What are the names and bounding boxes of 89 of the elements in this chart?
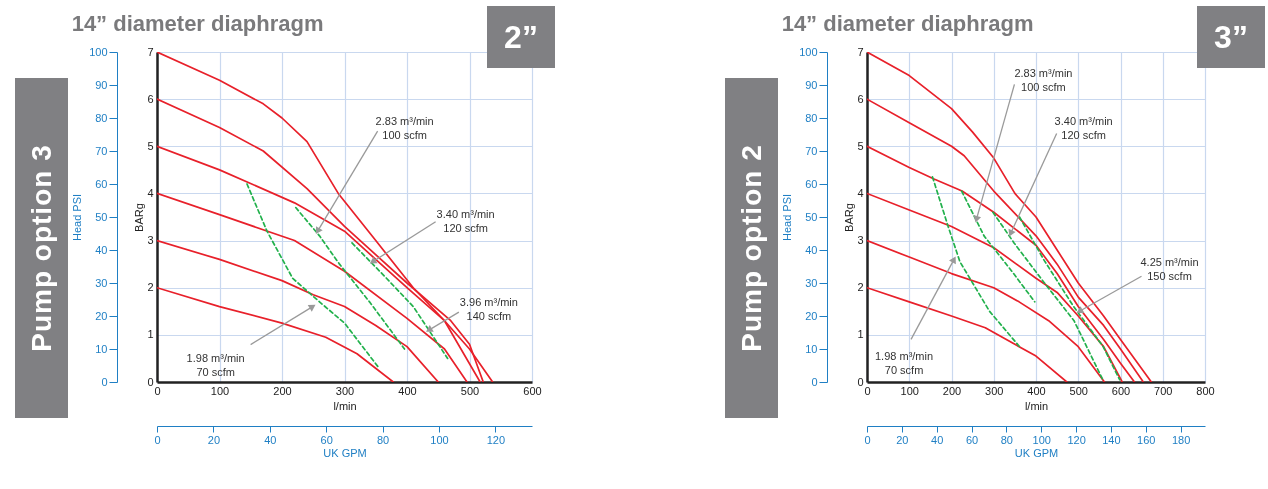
x-tick-label: 300 <box>985 384 1004 397</box>
x2-tick-label: 120 <box>486 433 506 446</box>
y2-tick-label: 20 <box>95 309 108 322</box>
x2-tick-label: 60 <box>320 433 333 446</box>
annotation: 1.98 m³/min 70 scfm <box>875 350 934 377</box>
y2-tick-label: 0 <box>101 375 108 388</box>
x-axis-title: l/min <box>333 399 357 412</box>
y-tick-label: 2 <box>147 281 154 294</box>
x-tick-label: 700 <box>1154 384 1173 397</box>
x-tick-label: 200 <box>273 384 292 397</box>
text: Pump option 3 <box>25 144 58 352</box>
y2-tick-label: 40 <box>805 243 818 256</box>
y2-tick-label: 100 <box>89 45 108 58</box>
x-tick-label: 800 <box>1196 384 1215 397</box>
x-tick-label: 400 <box>398 384 417 397</box>
x2-tick-label: 140 <box>1102 433 1121 446</box>
y-tick-label: 5 <box>857 139 864 152</box>
text: Pump option 2 <box>735 144 768 352</box>
x-tick-label: 500 <box>1069 384 1088 397</box>
y2-tick-label: 60 <box>805 177 818 190</box>
y2-tick-label: 50 <box>95 210 108 223</box>
y2-tick-label: 10 <box>95 342 108 355</box>
y2-tick-label: 10 <box>805 342 818 355</box>
y2-tick-label: 30 <box>805 276 818 289</box>
y-axis-title: BARg <box>133 203 146 232</box>
x2-tick-label: 40 <box>264 433 277 446</box>
x-tick-label: 300 <box>335 384 355 397</box>
x2-tick-label: 100 <box>430 433 449 446</box>
y2-tick-label: 100 <box>799 45 818 58</box>
y-tick-label: 3 <box>147 234 154 247</box>
x2-axis-title: UK GPM <box>1014 446 1059 459</box>
x2-tick-label: 160 <box>1137 433 1156 446</box>
y2-tick-label: 30 <box>95 276 108 289</box>
x2-tick-label: 60 <box>965 433 979 446</box>
y-tick-label: 7 <box>147 45 154 58</box>
chart-subtitle: 3” <box>1197 6 1265 68</box>
chart-subtitle: 2” <box>487 6 555 68</box>
chart-title: 14” diameter diaphragm <box>71 11 324 36</box>
y2-tick-label: 20 <box>805 309 818 322</box>
x2-axis-title: UK GPM <box>323 446 367 459</box>
y-tick-label: 1 <box>147 328 154 341</box>
annotation: 3.96 m³/min 140 scfm <box>459 296 518 323</box>
y-tick-label: 4 <box>857 186 864 199</box>
y-tick-label: 4 <box>147 186 154 199</box>
y2-axis-title: Head PSI <box>71 193 84 242</box>
chart-title: 14” diameter diaphragm <box>781 11 1034 36</box>
y2-tick-label: 70 <box>95 144 108 157</box>
x-tick-label: 100 <box>210 384 230 397</box>
y-tick-label: 5 <box>147 139 154 152</box>
y2-tick-label: 90 <box>805 78 818 91</box>
annotation: 2.83 m³/min 100 scfm <box>1014 67 1073 94</box>
x2-tick-label: 20 <box>207 433 221 446</box>
x-tick-label: 400 <box>1027 384 1046 397</box>
y2-tick-label: 80 <box>805 111 818 124</box>
y2-tick-label: 40 <box>95 243 108 256</box>
x-tick-label: 600 <box>523 384 542 397</box>
x2-tick-label: 80 <box>1000 433 1014 446</box>
annotation: 2.83 m³/min 100 scfm <box>375 115 434 142</box>
x2-tick-label: 40 <box>931 433 944 446</box>
y-tick-label: 2 <box>857 281 864 294</box>
x-tick-label: 100 <box>900 384 919 397</box>
y2-tick-label: 0 <box>811 375 818 388</box>
y2-tick-label: 90 <box>95 78 108 91</box>
annotation: 4.25 m³/min 150 scfm <box>1140 256 1199 283</box>
x2-tick-label: 80 <box>376 433 390 446</box>
annotation: 1.98 m³/min 70 scfm <box>186 351 245 378</box>
y2-tick-label: 70 <box>805 144 818 157</box>
annotation: 3.40 m³/min 120 scfm <box>1054 114 1113 141</box>
annotation: 3.40 m³/min 120 scfm <box>436 207 495 234</box>
y-tick-label: 6 <box>857 92 864 105</box>
y-axis-title: BARg <box>843 203 856 232</box>
x-axis-title: l/min <box>1024 399 1049 412</box>
y-tick-label: 7 <box>857 45 864 58</box>
y2-axis-title: Head PSI <box>781 193 794 242</box>
y-tick-label: 6 <box>147 92 154 105</box>
y2-tick-label: 50 <box>805 210 818 223</box>
x-tick-label: 600 <box>1111 384 1131 397</box>
y-tick-label: 1 <box>857 328 864 341</box>
y2-tick-label: 80 <box>95 111 108 124</box>
y-tick-label: 0 <box>857 375 864 388</box>
x2-tick-label: 180 <box>1171 433 1191 446</box>
x2-tick-label: 100 <box>1032 433 1051 446</box>
x2-tick-label: 120 <box>1067 433 1086 446</box>
x-tick-label: 500 <box>460 384 480 397</box>
x2-tick-label: 20 <box>896 433 909 446</box>
x-tick-label: 200 <box>942 384 962 397</box>
y2-tick-label: 60 <box>95 177 108 190</box>
y-tick-label: 0 <box>147 375 154 388</box>
y-tick-label: 3 <box>857 234 864 247</box>
